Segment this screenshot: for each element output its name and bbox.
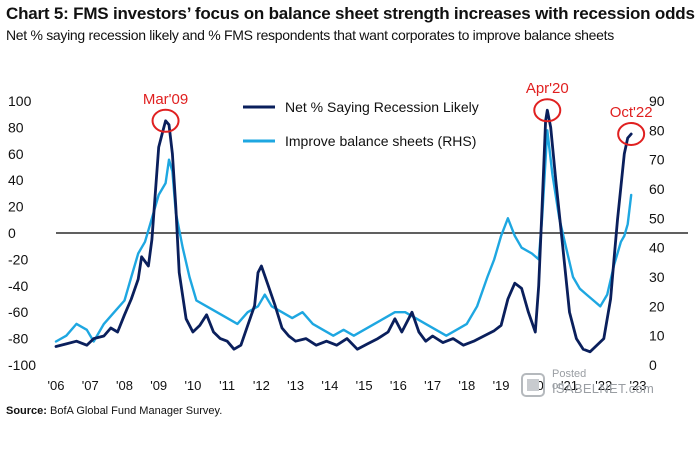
y-left-tick-label: 60	[8, 146, 24, 162]
x-tick-label: '06	[48, 378, 65, 393]
source-label: Source:	[6, 405, 47, 417]
series-line-recession-likely	[54, 108, 633, 354]
x-tick-label: '08	[116, 378, 133, 393]
y-right-tick-label: 10	[649, 328, 665, 344]
annotation-label: Oct'22	[610, 104, 653, 121]
watermark-posted: Posted on	[552, 368, 587, 392]
x-tick-label: '21	[561, 378, 578, 393]
x-tick-label: '22	[595, 378, 612, 393]
y-right-tick-label: 30	[649, 269, 665, 285]
y-left-tick-label: 100	[8, 93, 32, 109]
x-tick-label: '15	[356, 378, 373, 393]
y-right-tick-label: 0	[649, 357, 657, 373]
source-note: Source: BofA Global Fund Manager Survey.	[6, 405, 222, 417]
y-right-tick-label: 50	[649, 210, 665, 226]
y-right-tick-label: 20	[649, 298, 665, 314]
annotation-circle	[151, 108, 180, 133]
annotation-label: Mar'09	[143, 91, 188, 108]
chart-subtitle: Net % saying recession likely and % FMS …	[6, 27, 614, 43]
series-layer	[54, 108, 633, 354]
y-left-tick-label: -20	[8, 251, 28, 267]
y-right-tick-label: 70	[649, 152, 665, 168]
y-right-tick-label: 80	[649, 122, 665, 138]
y-left-tick-label: -100	[8, 357, 36, 373]
y-right-tick-label: 90	[649, 93, 665, 109]
annotation-label: Apr'20	[526, 80, 569, 97]
x-tick-label: '14	[321, 378, 338, 393]
x-tick-label: '11	[219, 378, 235, 393]
y-left-tick-label: -80	[8, 331, 28, 347]
x-tick-label: '12	[253, 378, 270, 393]
y-left-tick-label: -60	[8, 304, 28, 320]
x-tick-label: '16	[390, 378, 407, 393]
y-left-tick-label: -40	[8, 278, 28, 294]
x-tick-label: '07	[82, 378, 99, 393]
x-tick-label: '18	[458, 378, 475, 393]
annotation-layer: Mar'09 Apr'20 Oct'22	[143, 80, 653, 146]
y-left-tick-label: 0	[8, 225, 16, 241]
watermark-logo-icon	[521, 373, 545, 397]
y-left-tick-label: 80	[8, 119, 24, 135]
y-right-tick-label: 40	[649, 240, 665, 256]
x-tick-label: '09	[150, 378, 167, 393]
annotation-circle	[617, 122, 646, 146]
axes-layer: -100 -80 -60 -40 -20 0 20 40 60 80 100 0 10 20 30 40 50 6…	[8, 93, 665, 393]
legend-label: Net % Saying Recession Likely	[285, 99, 479, 115]
x-tick-label: '19	[493, 378, 510, 393]
x-tick-label: '23	[630, 378, 647, 393]
y-left-tick-label: 40	[8, 172, 24, 188]
x-tick-label: '10	[184, 378, 201, 393]
watermark-site: ISABELNET.com	[552, 381, 655, 396]
x-tick-label: '17	[424, 378, 441, 393]
chart-title: Chart 5: FMS investors’ focus on balance…	[6, 4, 695, 23]
y-right-tick-label: 60	[649, 181, 665, 197]
legend: Net % Saying Recession Likely Improve bal…	[243, 99, 479, 149]
x-tick-label: '13	[287, 378, 304, 393]
annotation-circle	[533, 98, 562, 123]
source-text: BofA Global Fund Manager Survey.	[50, 405, 223, 417]
legend-label: Improve balance sheets (RHS)	[285, 133, 476, 149]
y-left-tick-label: 20	[8, 199, 24, 215]
